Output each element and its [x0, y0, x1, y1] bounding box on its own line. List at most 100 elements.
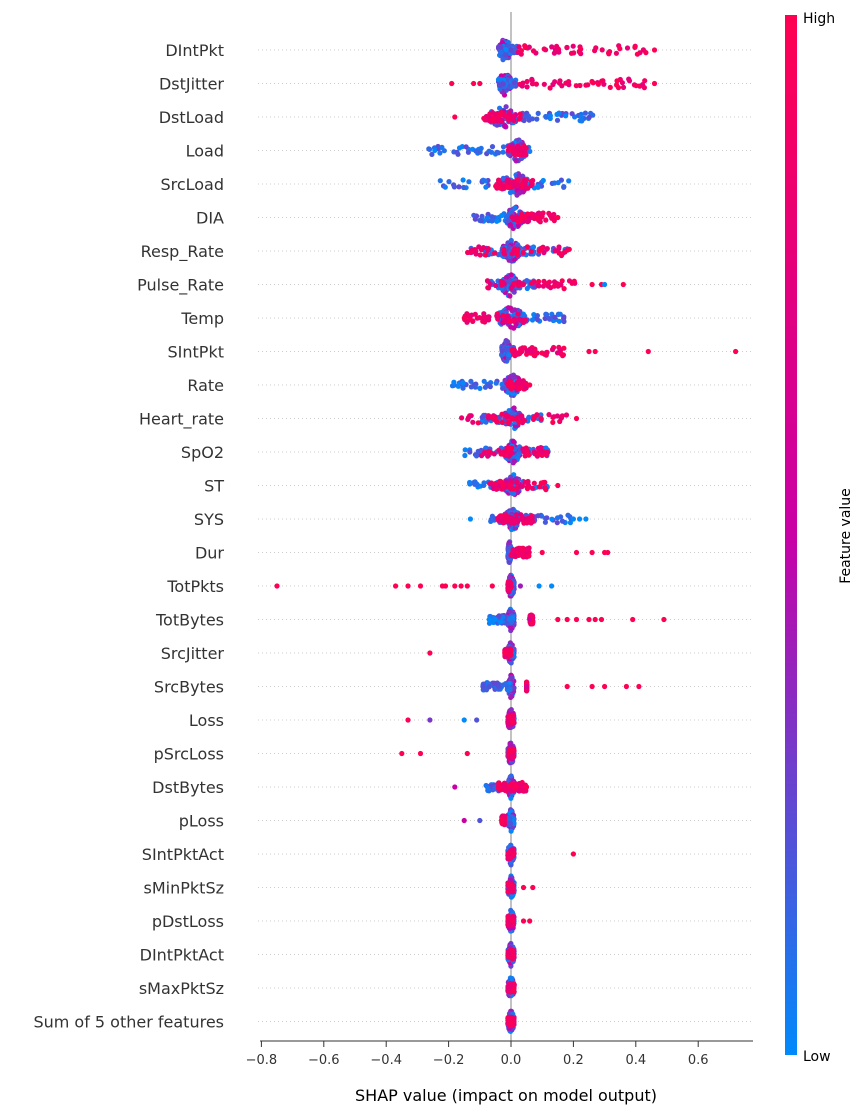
shap-point — [599, 47, 605, 53]
shap-point — [531, 480, 537, 486]
shap-point — [399, 750, 405, 757]
feature-row-points — [467, 472, 561, 497]
shap-point — [520, 884, 527, 891]
feature-label: Heart_rate — [139, 410, 224, 430]
shap-point — [544, 515, 550, 521]
shap-point — [506, 110, 512, 116]
x-tick-label: 0.0 — [501, 1053, 522, 1068]
shap-point — [556, 80, 563, 86]
shap-point — [555, 214, 561, 221]
shap-point — [486, 285, 492, 291]
feature-row-points — [505, 873, 536, 900]
shap-point — [519, 349, 525, 355]
shap-point — [495, 150, 502, 156]
shap-point — [494, 419, 500, 425]
shap-point — [592, 348, 598, 355]
shap-point — [510, 548, 516, 554]
shap-point — [515, 246, 521, 252]
shap-point — [544, 311, 550, 318]
shap-point — [477, 80, 483, 87]
shap-point — [486, 382, 492, 388]
feature-label: SrcBytes — [154, 678, 224, 697]
feature-label: DstLoad — [159, 108, 224, 127]
shap-point — [602, 683, 608, 690]
shap-point — [556, 246, 562, 252]
feature-row-points — [496, 37, 658, 63]
shap-point — [499, 212, 505, 219]
feature-label: SIntPkt — [168, 343, 224, 362]
shap-point — [661, 616, 667, 623]
shap-point — [506, 582, 512, 588]
shap-point — [478, 145, 484, 151]
shap-point — [554, 520, 560, 526]
shap-point — [563, 412, 570, 418]
shap-point — [477, 385, 483, 391]
shap-point — [508, 795, 514, 801]
shap-point — [427, 717, 433, 723]
shap-point — [510, 438, 516, 444]
shap-point — [509, 347, 516, 353]
shap-point — [501, 449, 507, 455]
shap-point — [482, 319, 488, 325]
shap-point — [512, 353, 518, 359]
shap-point — [495, 683, 502, 690]
shap-point — [437, 150, 443, 156]
shap-point — [499, 348, 505, 354]
shap-point — [520, 918, 527, 924]
shap-point — [550, 81, 556, 88]
shap-point — [506, 352, 512, 358]
shap-point — [566, 278, 573, 284]
shap-point — [485, 785, 491, 791]
shap-point — [502, 318, 508, 324]
feature-row-points — [499, 338, 739, 364]
feature-label: Resp_Rate — [141, 242, 224, 262]
shap-point — [501, 183, 507, 189]
shap-point — [515, 177, 521, 183]
shap-point — [486, 616, 492, 623]
shap-point — [535, 282, 541, 288]
shap-point — [500, 175, 506, 181]
shap-point — [651, 80, 658, 87]
shap-point — [534, 313, 541, 319]
shap-point — [525, 211, 531, 217]
shap-point — [552, 314, 558, 320]
shap-point — [500, 81, 506, 87]
shap-point — [521, 149, 528, 155]
shap-point — [543, 349, 550, 356]
shap-point — [427, 650, 433, 656]
shap-point — [507, 820, 513, 827]
shap-point — [570, 516, 577, 522]
shap-point — [515, 489, 521, 496]
shap-point — [634, 51, 641, 57]
colorbar-low-label: Low — [803, 1049, 831, 1065]
shap-point — [564, 44, 570, 51]
colorbar-title: Feature value — [838, 488, 854, 584]
shap-point — [506, 608, 512, 615]
shap-point — [496, 786, 503, 792]
feature-row-points — [459, 405, 580, 431]
feature-label: TotBytes — [155, 611, 224, 630]
x-tick-label: −0.2 — [433, 1053, 465, 1068]
shap-point — [509, 515, 515, 521]
shap-point — [498, 44, 504, 50]
shap-point — [498, 278, 504, 284]
shap-point — [502, 123, 508, 129]
shap-point — [461, 817, 467, 824]
shap-point — [476, 244, 482, 250]
feature-label: Load — [186, 142, 224, 161]
feature-label: DIntPktAct — [140, 946, 224, 965]
shap-point — [468, 384, 474, 390]
shap-point — [531, 414, 538, 420]
shap-point — [529, 317, 536, 323]
feature-row-points — [461, 305, 567, 331]
shap-point — [561, 345, 567, 351]
shap-point — [499, 411, 505, 417]
shap-point — [556, 49, 562, 55]
shap-point — [507, 1016, 514, 1023]
shap-point — [606, 51, 612, 57]
shap-point — [521, 319, 527, 325]
shap-point — [517, 115, 523, 121]
shap-point — [543, 113, 549, 120]
shap-point — [614, 82, 620, 88]
shap-point — [521, 417, 528, 424]
